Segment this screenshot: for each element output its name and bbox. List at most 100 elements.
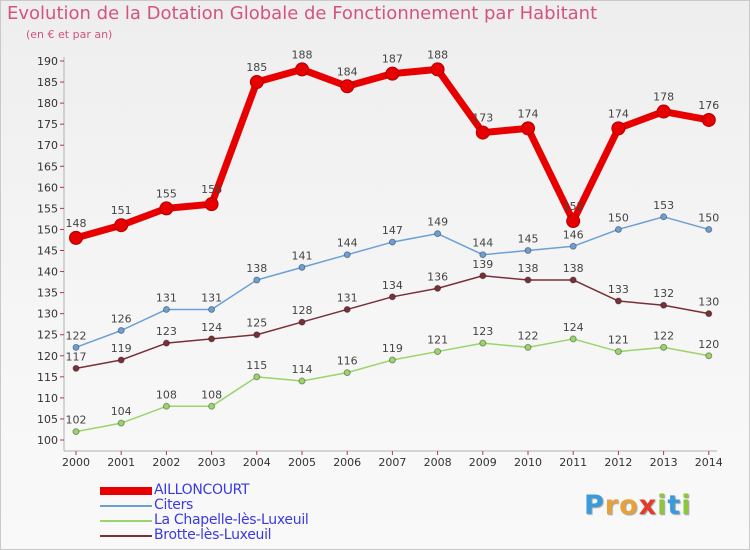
data-point <box>705 225 713 233</box>
data-label: 149 <box>427 216 448 229</box>
y-tick-label: 175 <box>37 118 58 131</box>
data-label: 122 <box>66 329 87 342</box>
data-point <box>388 238 396 246</box>
data-point <box>385 66 400 81</box>
chart-subtitle: (en € et par an) <box>26 28 113 41</box>
data-point <box>660 213 668 221</box>
data-label: 122 <box>653 329 674 342</box>
legend-label: Brotte-lès-Luxeuil <box>154 527 272 543</box>
y-tick-label: 155 <box>37 202 58 215</box>
data-label: 145 <box>518 233 539 246</box>
data-label: 150 <box>608 211 629 224</box>
data-point <box>117 327 125 335</box>
logo-letter: o <box>619 490 639 521</box>
data-point <box>524 247 532 254</box>
data-label: 134 <box>382 279 403 292</box>
legend-swatch <box>100 487 152 495</box>
y-tick-label: 110 <box>37 392 58 405</box>
y-tick-label: 160 <box>37 181 58 194</box>
data-label: 146 <box>563 228 584 241</box>
data-point <box>479 251 487 259</box>
data-point <box>162 305 170 313</box>
data-point <box>208 305 216 313</box>
legend-item: Citers <box>100 497 360 514</box>
logo-letter: t <box>667 490 682 521</box>
x-tick-label: 2004 <box>243 456 271 469</box>
x-tick-label: 2009 <box>469 456 497 469</box>
logo-letter: i <box>681 490 692 521</box>
data-label: 128 <box>292 304 313 317</box>
data-label: 125 <box>246 317 267 330</box>
legend-item: AILLONCOURT <box>100 482 360 499</box>
data-label: 126 <box>111 313 132 326</box>
data-point <box>72 364 80 372</box>
data-point <box>72 428 80 436</box>
data-label: 187 <box>382 53 403 66</box>
series-ailloncourt: 148 151 155 156 185 188 184 187 188 173 174 152 174 1… <box>66 48 719 245</box>
data-point <box>295 62 309 77</box>
data-label: 150 <box>698 211 719 224</box>
legend-label: AILLONCOURT <box>154 482 250 498</box>
data-point <box>208 402 216 410</box>
data-label: 132 <box>653 287 674 300</box>
data-point <box>298 318 306 326</box>
data-point <box>343 369 351 377</box>
data-point <box>114 218 129 233</box>
proxiti-logo: Proxiti <box>584 490 692 521</box>
y-tick-label: 135 <box>37 287 58 300</box>
data-point <box>566 214 581 229</box>
data-label: 115 <box>246 359 267 372</box>
data-point <box>253 331 261 339</box>
legend: AILLONCOURT Citers La Chapelle-lès-Luxeuil… <box>100 482 360 544</box>
x-tick-label: 2002 <box>152 456 180 469</box>
x-tick-label: 2011 <box>559 456 587 469</box>
data-point <box>569 335 577 343</box>
data-label: 152 <box>563 200 584 213</box>
logo-letter: i <box>657 490 668 521</box>
data-point <box>162 339 170 347</box>
data-point <box>479 272 487 280</box>
y-tick-label: 125 <box>37 329 58 342</box>
chart-title: Evolution de la Dotation Globale de Fonc… <box>7 3 598 24</box>
data-point <box>611 121 626 136</box>
logo-letter: x <box>638 490 658 521</box>
data-point <box>656 104 671 119</box>
data-label: 174 <box>608 107 629 120</box>
data-label: 178 <box>653 91 674 104</box>
x-tick-label: 2000 <box>62 456 90 469</box>
data-label: 185 <box>246 61 267 74</box>
data-label: 131 <box>201 291 222 304</box>
data-point <box>159 201 174 216</box>
data-label: 188 <box>292 48 313 61</box>
data-label: 136 <box>427 270 448 283</box>
data-point <box>524 276 532 284</box>
data-point <box>434 230 442 238</box>
data-label: 114 <box>292 363 313 376</box>
data-point <box>117 356 125 364</box>
data-point <box>614 225 622 233</box>
data-point <box>614 297 622 305</box>
y-tick-label: 100 <box>37 434 58 447</box>
data-label: 151 <box>111 204 132 217</box>
x-tick-label: 2003 <box>198 456 226 469</box>
data-label: 133 <box>608 283 629 296</box>
y-tick-label: 120 <box>37 350 58 363</box>
data-point <box>249 75 264 90</box>
y-tick-label: 190 <box>37 55 58 68</box>
data-point <box>298 263 306 271</box>
data-label: 148 <box>66 217 87 230</box>
data-label: 139 <box>472 258 493 271</box>
data-point <box>475 125 490 140</box>
data-label: 174 <box>518 107 539 120</box>
data-label: 141 <box>292 249 313 262</box>
data-label: 123 <box>156 325 177 338</box>
data-point <box>701 112 716 127</box>
logo-letter: P <box>584 490 605 521</box>
y-tick-label: 105 <box>37 413 58 426</box>
x-tick-label: 2010 <box>514 456 542 469</box>
data-label: 138 <box>246 262 267 275</box>
data-label: 131 <box>337 291 358 304</box>
data-point <box>69 230 83 245</box>
